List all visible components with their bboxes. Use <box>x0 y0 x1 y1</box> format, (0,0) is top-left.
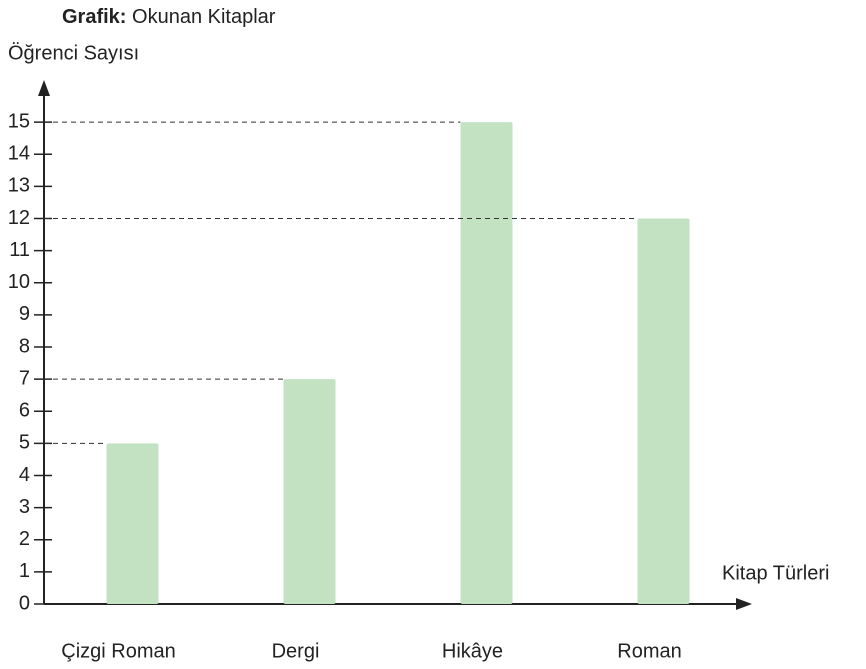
y-tick-label: 15 <box>8 110 30 132</box>
x-tick-label: Roman <box>617 640 681 662</box>
y-tick-label: 9 <box>19 303 30 325</box>
y-tick-label: 5 <box>19 432 30 454</box>
y-axis-label: Öğrenci Sayısı <box>8 42 139 64</box>
y-tick-label: 12 <box>8 207 30 229</box>
y-tick-label: 7 <box>19 367 30 389</box>
bar <box>106 443 159 604</box>
y-tick-label: 3 <box>19 496 30 518</box>
title-prefix: Grafik: <box>62 6 126 28</box>
x-tick-label: Dergi <box>272 640 320 662</box>
y-tick-label: 2 <box>19 528 30 550</box>
y-tick-label: 10 <box>8 271 30 293</box>
y-axis-arrow <box>38 80 50 96</box>
y-tick-label: 8 <box>19 335 30 357</box>
bar <box>283 379 336 604</box>
y-tick-label: 11 <box>9 239 30 261</box>
x-axis-label: Kitap Türleri <box>722 562 829 584</box>
y-tick-label: 13 <box>8 175 30 197</box>
x-tick-label: Hikâye <box>442 640 503 662</box>
y-tick-label: 6 <box>19 400 30 422</box>
y-tick-label: 4 <box>19 464 30 486</box>
bar <box>460 122 513 604</box>
title-text: Okunan Kitaplar <box>132 6 276 28</box>
y-tick-label: 1 <box>19 560 30 582</box>
y-tick-label: 14 <box>8 143 30 165</box>
x-tick-label: Çizgi Roman <box>61 640 175 662</box>
chart-title: Grafik: Okunan Kitaplar <box>62 6 276 28</box>
x-axis-arrow <box>736 598 752 610</box>
y-tick-label: 0 <box>19 592 30 614</box>
bar <box>637 218 690 604</box>
